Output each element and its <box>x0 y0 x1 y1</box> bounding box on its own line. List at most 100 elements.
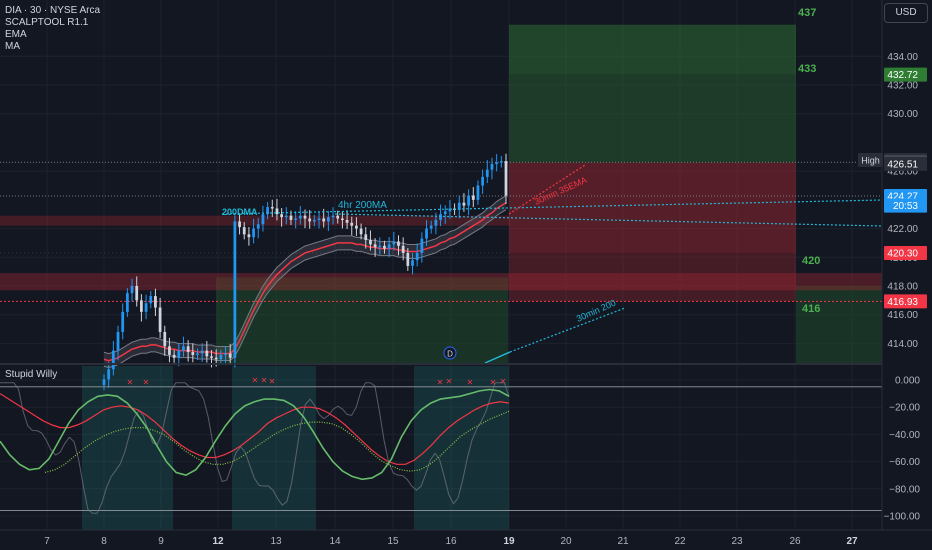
time-tick-label: 8 <box>101 536 107 547</box>
candle-body <box>331 215 335 218</box>
time-tick-label: 26 <box>789 536 801 547</box>
candle-body <box>102 379 106 386</box>
candle-body <box>317 218 321 221</box>
candle-body <box>256 224 260 229</box>
price-tick-label: 416.00 <box>887 310 918 321</box>
price-label-text: 20:53 <box>893 201 918 212</box>
grid-lines <box>0 0 882 530</box>
candle-body <box>111 350 115 370</box>
signal-marker: ✕ <box>490 378 497 387</box>
time-tick-label: 16 <box>445 536 457 547</box>
candle-body <box>172 354 176 358</box>
time-tick-label: 27 <box>846 536 858 547</box>
candle-body <box>448 208 452 212</box>
indicator-tick-label: −40.00 <box>889 430 920 441</box>
candle-body <box>369 240 372 245</box>
candle-body <box>284 215 288 218</box>
indicator-tick-label: −20.00 <box>889 403 920 414</box>
candle-body <box>261 214 265 225</box>
indicator-highlight-bands <box>82 366 509 530</box>
zone-extension <box>796 286 882 363</box>
legend-ema[interactable]: EMA <box>5 29 27 40</box>
candle-body <box>270 207 274 209</box>
signal-marker: ✕ <box>261 376 268 385</box>
price-label-tag <box>884 198 927 213</box>
candle-body <box>411 260 414 266</box>
candle-body <box>359 228 363 235</box>
indicator-tick-label: −60.00 <box>889 457 920 468</box>
ema-envelope-bottom <box>103 209 507 369</box>
time-axis[interactable]: 7 8 9 12 13 14 15 16 19 20 21 22 23 26 27 <box>0 529 932 550</box>
currency-button[interactable]: USD <box>884 3 928 23</box>
ema-envelope-top <box>103 195 507 355</box>
candle-body <box>504 161 508 196</box>
candle-body <box>228 353 232 358</box>
4hr-200ma-ray <box>334 213 883 227</box>
candle-body <box>116 331 120 351</box>
high-tag-bg <box>858 152 883 167</box>
candle-body <box>471 195 475 200</box>
candlestick-series <box>102 153 508 391</box>
candle-body <box>163 331 167 347</box>
candle-body <box>467 195 470 206</box>
candle-body <box>149 296 153 304</box>
indicator-raw-line <box>0 382 510 514</box>
candle-body <box>322 218 326 222</box>
indicator-title[interactable]: Stupid Willy <box>5 369 58 380</box>
candle-body <box>439 214 442 220</box>
candle-body <box>191 352 195 355</box>
candle-body <box>490 163 494 170</box>
indicator-tick-label: −100.00 <box>884 512 921 523</box>
horizontal-levels <box>0 161 882 302</box>
time-tick-label: 19 <box>503 536 515 547</box>
stop-zone-lower <box>509 252 796 302</box>
time-tick-label: 12 <box>212 536 224 547</box>
candle-body <box>308 218 312 222</box>
chart-legend: DIA · 30 · NYSE Arca SCALPTOOL R1.1 EMA … <box>5 5 100 53</box>
highlight-band <box>82 366 173 530</box>
ema-35-line <box>103 202 507 362</box>
candle-body <box>499 161 503 163</box>
candle-body <box>252 228 255 238</box>
candle-body <box>392 241 396 245</box>
candle-body <box>130 286 134 294</box>
legend-symbol[interactable]: DIA · 30 · NYSE Arca <box>5 5 101 16</box>
candle-body <box>144 303 148 312</box>
candle-body <box>238 221 241 228</box>
candle-body <box>303 215 307 219</box>
candle-body <box>336 215 340 219</box>
candle-body <box>214 357 218 360</box>
candle-body <box>401 245 405 253</box>
candle-body <box>233 221 237 358</box>
legend-ma[interactable]: MA <box>5 41 20 52</box>
candle-body <box>415 252 419 261</box>
time-tick-label: 9 <box>158 536 164 547</box>
indicator-green-line <box>0 388 510 481</box>
indicator-green-dotted <box>44 410 510 474</box>
price-tick-label: 422.00 <box>887 224 918 235</box>
time-tick-label: 22 <box>674 536 686 547</box>
price-tick-label: 434.00 <box>887 52 918 63</box>
candle-body <box>383 245 386 249</box>
legend-scalptool[interactable]: SCALPTOOL R1.1 <box>5 17 89 28</box>
candle-body <box>205 350 209 357</box>
highlight-band <box>232 366 316 530</box>
time-tick-label: 7 <box>44 536 50 547</box>
candle-body <box>326 217 330 222</box>
signal-marker: ✕ <box>269 377 276 386</box>
price-tick-label: 430.00 <box>887 109 918 120</box>
price-axis[interactable]: 414.00416.00418.00420.00422.00426.00430.… <box>858 0 932 550</box>
indicator-tick-label: −80.00 <box>889 484 920 495</box>
candle-body <box>266 207 269 215</box>
candle-body <box>364 234 368 241</box>
annotation-4hr-200ma: 4hr 200MA <box>338 200 387 211</box>
event-marker-icon <box>443 346 457 360</box>
ema-band <box>103 195 507 369</box>
price-label-tag <box>884 67 927 82</box>
candle-body <box>345 219 349 223</box>
resistance-band-upper <box>0 215 510 226</box>
trend-rays <box>221 164 883 364</box>
price-label-tag <box>884 245 927 260</box>
